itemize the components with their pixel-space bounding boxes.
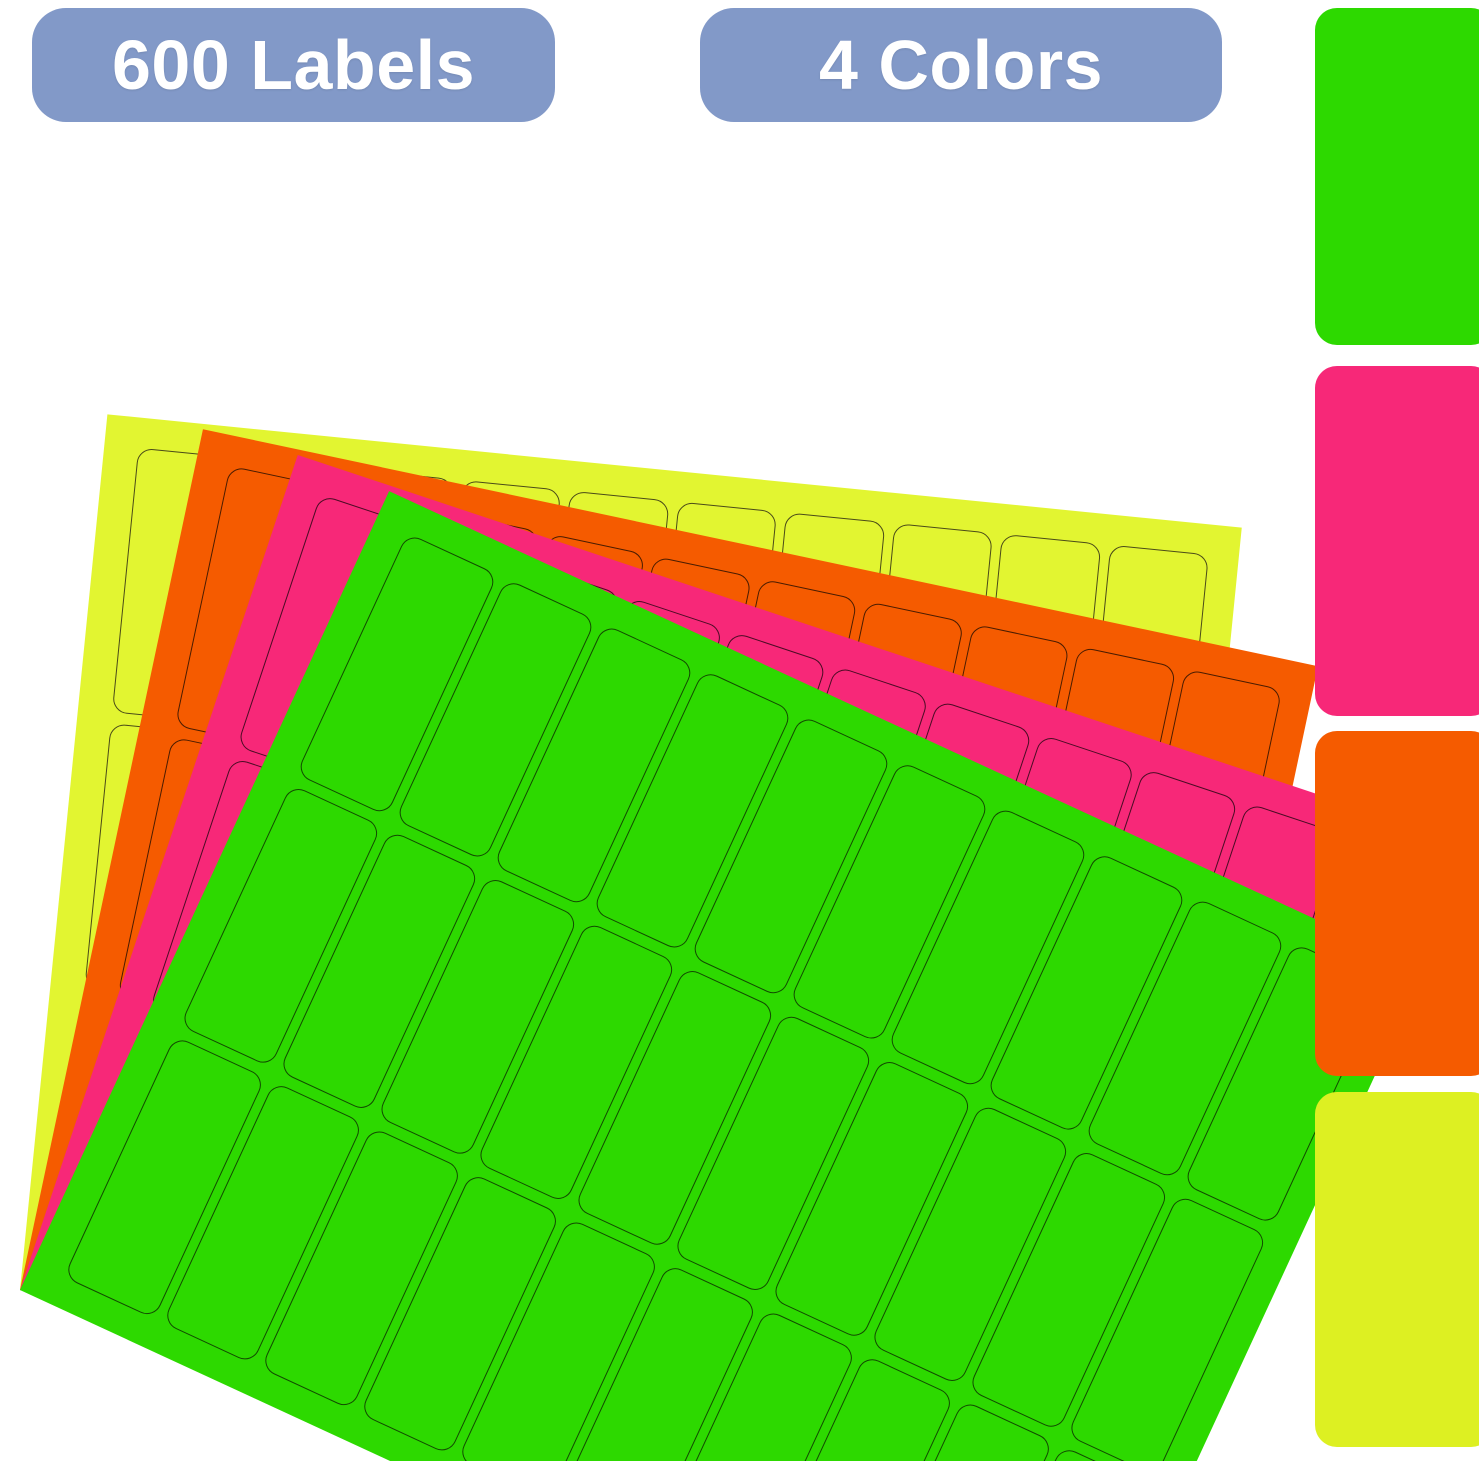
color-swatch-column bbox=[1315, 0, 1479, 1461]
color-swatch-orange bbox=[1315, 731, 1479, 1076]
badge-color-count: 4 Colors bbox=[700, 8, 1222, 122]
color-swatch-yellow bbox=[1315, 1092, 1479, 1447]
header-badge-row: 600 Labels 4 Colors bbox=[0, 0, 1479, 130]
color-swatch-pink bbox=[1315, 366, 1479, 716]
badge-label-count: 600 Labels bbox=[32, 8, 555, 122]
color-swatch-green bbox=[1315, 8, 1479, 345]
